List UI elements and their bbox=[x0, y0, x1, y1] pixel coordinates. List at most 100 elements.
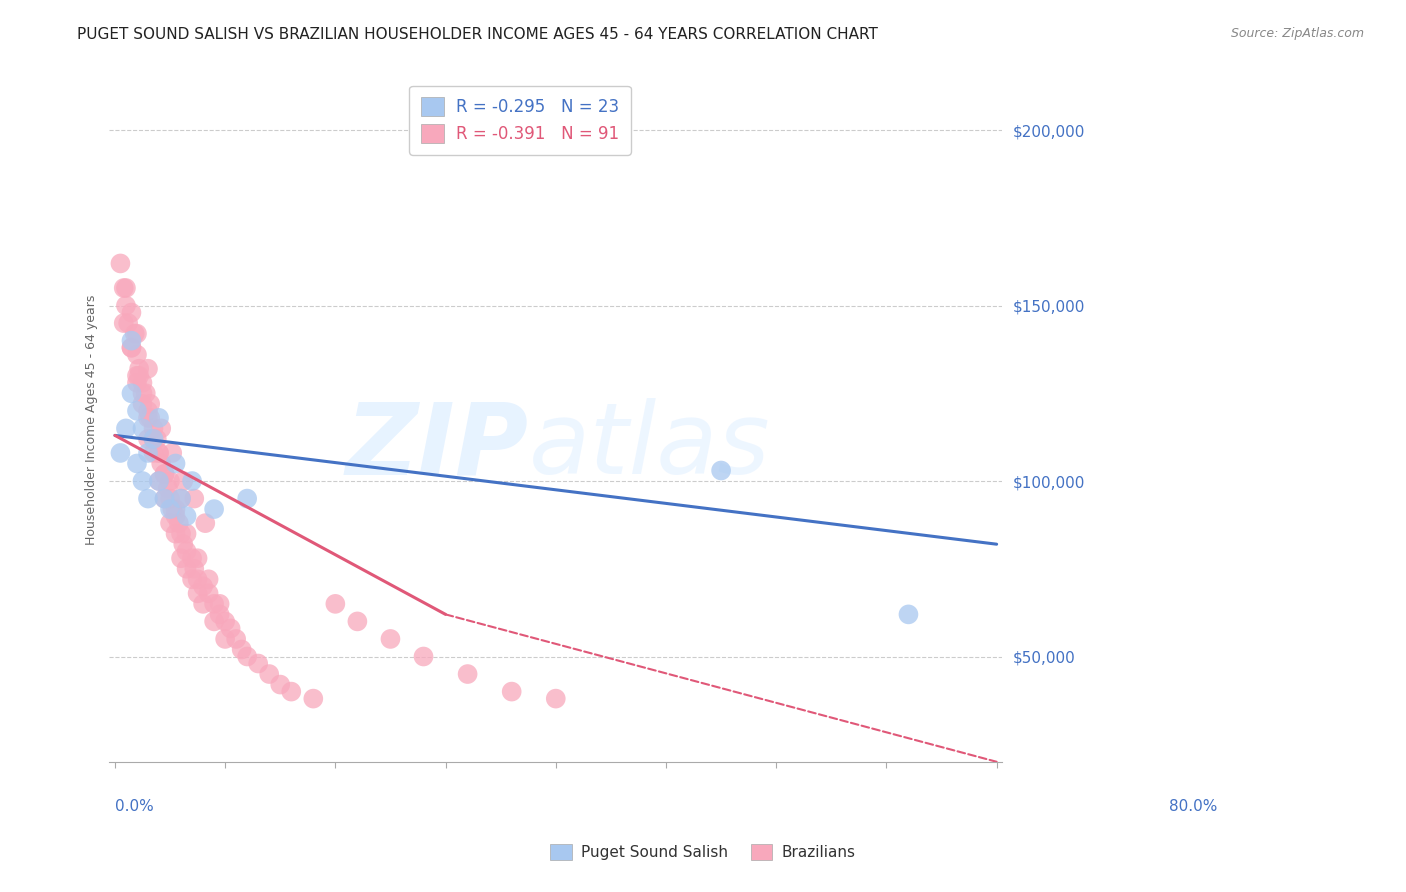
Point bbox=[135, 386, 157, 401]
Point bbox=[170, 491, 193, 506]
Point bbox=[148, 446, 170, 460]
Point bbox=[165, 509, 187, 524]
Point bbox=[136, 446, 159, 460]
Point bbox=[710, 463, 733, 477]
Point bbox=[380, 632, 402, 646]
Point bbox=[142, 421, 165, 435]
Point bbox=[136, 410, 159, 425]
Point bbox=[544, 691, 567, 706]
Point bbox=[125, 326, 148, 341]
Point bbox=[219, 622, 242, 636]
Point bbox=[159, 474, 181, 488]
Point bbox=[160, 446, 183, 460]
Point bbox=[172, 537, 194, 551]
Point bbox=[202, 615, 225, 629]
Point bbox=[142, 446, 165, 460]
Point bbox=[159, 516, 181, 530]
Point bbox=[120, 386, 142, 401]
Point bbox=[183, 562, 205, 576]
Point bbox=[181, 572, 204, 586]
Point bbox=[257, 667, 280, 681]
Point bbox=[139, 397, 162, 411]
Point bbox=[150, 457, 173, 471]
Point bbox=[236, 649, 259, 664]
Point bbox=[208, 607, 231, 622]
Point bbox=[112, 281, 135, 295]
Point bbox=[176, 562, 198, 576]
Point bbox=[142, 432, 165, 446]
Point bbox=[457, 667, 479, 681]
Point bbox=[146, 432, 169, 446]
Point bbox=[131, 397, 153, 411]
Point bbox=[160, 502, 183, 516]
Point bbox=[202, 597, 225, 611]
Point bbox=[325, 597, 347, 611]
Point bbox=[120, 334, 142, 348]
Point bbox=[153, 467, 176, 481]
Point bbox=[110, 446, 132, 460]
Point bbox=[156, 481, 179, 495]
Point bbox=[165, 526, 187, 541]
Point bbox=[247, 657, 270, 671]
Point bbox=[412, 649, 434, 664]
Point bbox=[131, 376, 153, 390]
Text: ZIP: ZIP bbox=[346, 399, 529, 495]
Point bbox=[115, 281, 138, 295]
Point bbox=[170, 526, 193, 541]
Point bbox=[176, 526, 198, 541]
Point bbox=[128, 368, 150, 383]
Point bbox=[136, 361, 159, 376]
Point bbox=[153, 491, 176, 506]
Point bbox=[187, 551, 209, 566]
Point bbox=[148, 474, 170, 488]
Point bbox=[181, 551, 204, 566]
Legend: Puget Sound Salish, Brazilians: Puget Sound Salish, Brazilians bbox=[544, 838, 862, 866]
Point bbox=[148, 446, 170, 460]
Point bbox=[302, 691, 325, 706]
Point bbox=[897, 607, 920, 622]
Point bbox=[165, 502, 187, 516]
Point bbox=[131, 386, 153, 401]
Point bbox=[115, 299, 138, 313]
Point bbox=[214, 632, 236, 646]
Point bbox=[159, 491, 181, 506]
Point bbox=[202, 502, 225, 516]
Text: 0.0%: 0.0% bbox=[115, 799, 153, 814]
Point bbox=[148, 410, 170, 425]
Point bbox=[131, 474, 153, 488]
Point bbox=[120, 341, 142, 355]
Point bbox=[159, 502, 181, 516]
Point bbox=[236, 491, 259, 506]
Point bbox=[110, 256, 132, 270]
Point bbox=[501, 684, 523, 698]
Point bbox=[280, 684, 302, 698]
Point bbox=[225, 632, 247, 646]
Point bbox=[125, 457, 148, 471]
Point bbox=[176, 509, 198, 524]
Point bbox=[346, 615, 368, 629]
Point bbox=[117, 316, 139, 330]
Point bbox=[191, 597, 214, 611]
Text: PUGET SOUND SALISH VS BRAZILIAN HOUSEHOLDER INCOME AGES 45 - 64 YEARS CORRELATIO: PUGET SOUND SALISH VS BRAZILIAN HOUSEHOL… bbox=[77, 27, 879, 42]
Point bbox=[194, 516, 217, 530]
Text: atlas: atlas bbox=[529, 399, 770, 495]
Point bbox=[183, 491, 205, 506]
Point bbox=[214, 615, 236, 629]
Point bbox=[197, 586, 219, 600]
Point bbox=[187, 586, 209, 600]
Point bbox=[148, 474, 170, 488]
Point bbox=[191, 579, 214, 593]
Point bbox=[208, 597, 231, 611]
Point bbox=[197, 572, 219, 586]
Text: 80.0%: 80.0% bbox=[1168, 799, 1218, 814]
Point bbox=[112, 316, 135, 330]
Point bbox=[170, 551, 193, 566]
Point bbox=[124, 326, 146, 341]
Point bbox=[142, 432, 165, 446]
Point bbox=[136, 491, 159, 506]
Point bbox=[120, 305, 142, 319]
Point bbox=[153, 491, 176, 506]
Point bbox=[231, 642, 253, 657]
Point bbox=[139, 410, 162, 425]
Point bbox=[136, 432, 159, 446]
